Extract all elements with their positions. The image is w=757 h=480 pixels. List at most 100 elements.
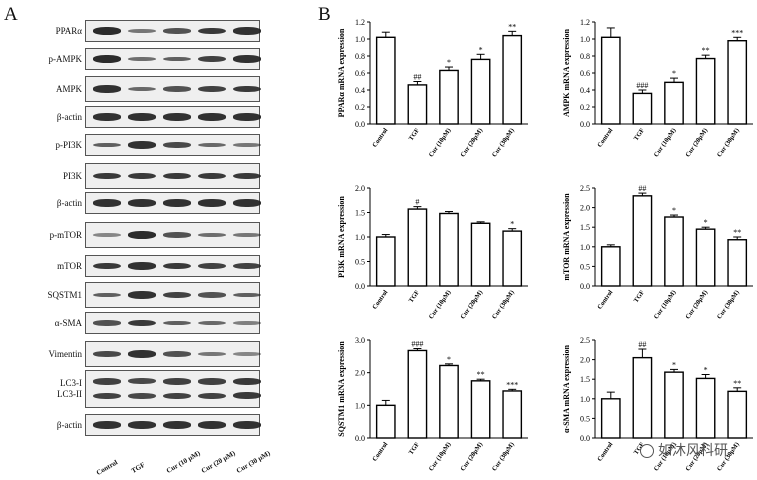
significance-label: ## (413, 73, 421, 82)
significance-label: ** (508, 22, 516, 31)
blot-band (198, 113, 226, 121)
y-axis-title: PPARα mRNA expression (337, 28, 346, 117)
bar (439, 212, 459, 287)
blot-band (233, 352, 261, 356)
significance-label: * (704, 218, 708, 227)
blot-band (198, 378, 226, 385)
bar (502, 34, 523, 125)
blot-band (128, 29, 156, 33)
y-tick-label: 0.6 (355, 69, 365, 78)
x-tick-label: Control (596, 127, 614, 149)
blot-band (163, 142, 191, 148)
blot-band (233, 199, 261, 207)
bar (727, 40, 748, 125)
wechat-icon (640, 444, 654, 458)
panel-b-letter: B (318, 4, 331, 25)
bar (375, 404, 396, 439)
blot-label: p-PI3K (55, 139, 83, 150)
blot-band (198, 199, 226, 207)
bar (664, 81, 684, 125)
blot-strip (85, 20, 261, 42)
blot-band (163, 56, 191, 62)
blot-band (198, 292, 226, 298)
y-tick-label: 0.6 (580, 69, 590, 78)
bar (470, 58, 491, 125)
blot-band (198, 233, 226, 237)
blot-band (128, 421, 156, 429)
significance-label: ** (733, 228, 741, 237)
blot-strip (85, 414, 261, 436)
watermark-text: 如沐风科研 (658, 443, 728, 459)
y-tick-label: 2.5 (580, 336, 590, 345)
blot-band (93, 378, 121, 385)
y-axis-title: SQSTM1 mRNA expression (337, 341, 346, 437)
blot-band (93, 172, 121, 180)
y-tick-label: 0.2 (580, 103, 590, 112)
y-axis-title: AMPK mRNA expression (562, 29, 571, 117)
blot-band (233, 421, 261, 429)
x-tick-label: Control (596, 289, 614, 311)
y-axis-title: mTOR mRNA expression (562, 193, 571, 281)
blot-label: SQSTM1 (47, 289, 82, 300)
y-tick-label: 0.0 (580, 120, 590, 129)
bar (439, 69, 459, 125)
significance-label: * (704, 365, 708, 374)
bar (470, 222, 491, 287)
y-tick-label: 0.4 (580, 86, 590, 95)
bar (439, 364, 459, 439)
significance-label: ** (702, 46, 710, 55)
significance-label: * (672, 69, 676, 78)
bar (375, 36, 396, 125)
significance-label: * (672, 360, 676, 369)
x-tick-label: Control (371, 441, 389, 463)
blot-band (163, 28, 191, 34)
y-tick-label: 0.0 (580, 434, 590, 443)
blot-band (233, 378, 261, 385)
x-tick-label: Cur (20μM) (459, 127, 484, 158)
blot-band (233, 172, 261, 180)
bar (695, 377, 716, 439)
blot-strip (85, 192, 261, 214)
blot-band (163, 86, 191, 92)
significance-label: # (415, 198, 419, 207)
bar (502, 390, 523, 439)
bar (664, 216, 684, 287)
blot-band (163, 262, 191, 270)
significance-label: * (447, 355, 451, 364)
blot-band (128, 378, 156, 385)
blot-band (233, 143, 261, 147)
blot-strip (85, 255, 261, 277)
significance-label: ### (636, 81, 648, 90)
blot-band (128, 262, 156, 270)
significance-label: *** (506, 380, 518, 389)
blot-band (93, 262, 121, 270)
y-tick-label: 2.0 (580, 356, 590, 365)
bar (600, 246, 621, 287)
x-tick-label: TGF (408, 289, 421, 304)
blot-band (163, 113, 191, 121)
x-tick-label: Cur (30μM) (491, 127, 516, 158)
blot-band (233, 55, 261, 63)
bar (375, 236, 396, 287)
blot-band (198, 142, 226, 148)
blot-band (128, 319, 156, 327)
blot-band (233, 392, 261, 400)
blot-label: mTOR (57, 260, 82, 271)
y-tick-label: 0.5 (355, 258, 365, 267)
x-tick-label: TGF (408, 441, 421, 456)
bar (695, 57, 716, 125)
blot-label: β-actin (56, 111, 82, 122)
blot-label: PPARα (55, 25, 82, 36)
blot-band (233, 321, 261, 325)
blot-band (128, 141, 156, 149)
significance-label: * (672, 206, 676, 215)
blot-band (198, 27, 226, 35)
blot-strip (85, 222, 261, 248)
x-tick-label: Cur (20μM) (459, 441, 484, 472)
x-tick-label: Cur (10μM) (428, 127, 453, 158)
y-tick-label: 1.5 (355, 209, 365, 218)
blot-band (198, 320, 226, 326)
y-tick-label: 3.0 (355, 336, 365, 345)
bar (727, 390, 748, 439)
bar (632, 356, 653, 439)
